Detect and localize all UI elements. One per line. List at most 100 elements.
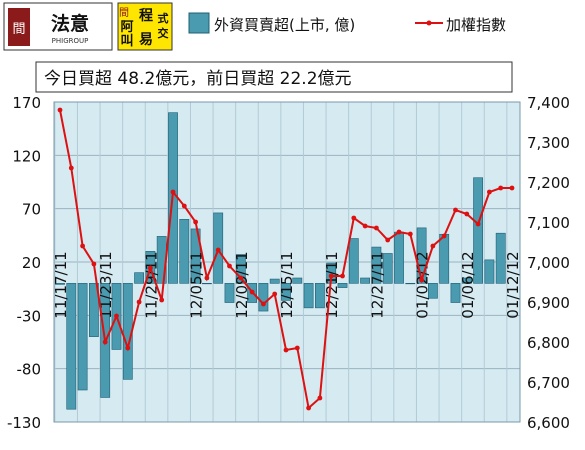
index-point bbox=[464, 211, 470, 217]
headline-box bbox=[35, 61, 513, 93]
bar bbox=[55, 283, 65, 285]
bar bbox=[281, 283, 291, 301]
index-point bbox=[340, 273, 345, 279]
logo-sub-text: PHIGROUP bbox=[52, 37, 89, 45]
y-left-tick-label: 120 bbox=[12, 147, 41, 165]
index-point bbox=[114, 313, 119, 319]
y-axis-left: 170 120 70 20 -30 -80 -130 bbox=[7, 94, 41, 432]
line-series bbox=[57, 107, 515, 411]
index-point bbox=[294, 345, 300, 351]
index-point bbox=[396, 229, 402, 235]
index-point bbox=[57, 107, 63, 113]
bar bbox=[473, 177, 483, 284]
index-point bbox=[498, 185, 504, 191]
bar bbox=[179, 219, 190, 284]
logo-char: 交 bbox=[158, 26, 169, 40]
legend-bar-swatch bbox=[188, 12, 210, 34]
index-point bbox=[419, 277, 424, 283]
index-point bbox=[261, 301, 266, 307]
bar bbox=[495, 232, 506, 284]
bar bbox=[235, 254, 246, 284]
bar bbox=[382, 253, 393, 284]
index-point bbox=[272, 291, 278, 297]
bar bbox=[450, 283, 461, 303]
y-right-tick-label: 7,100 bbox=[527, 214, 570, 232]
index-point bbox=[238, 275, 244, 281]
bar bbox=[269, 278, 280, 284]
bar bbox=[134, 272, 144, 284]
index-point bbox=[453, 207, 458, 213]
bar bbox=[190, 228, 201, 284]
index-point bbox=[181, 203, 187, 209]
legend-line-marker bbox=[426, 20, 432, 26]
index-point bbox=[317, 395, 323, 401]
x-tick-label: 12/27/11 bbox=[368, 251, 386, 318]
bar bbox=[461, 277, 472, 284]
y-right-tick-label: 6,600 bbox=[527, 414, 570, 432]
bar bbox=[405, 283, 416, 285]
bar bbox=[416, 227, 427, 284]
bar bbox=[292, 277, 303, 284]
bar bbox=[371, 246, 382, 284]
bar bbox=[224, 283, 235, 303]
y-left-tick-label: 70 bbox=[22, 201, 41, 219]
index-point bbox=[80, 243, 85, 249]
bar bbox=[202, 283, 212, 285]
legend-bar-label: 外資買賣超(上市, 億) bbox=[214, 16, 355, 34]
bar bbox=[360, 277, 370, 284]
index-point bbox=[170, 189, 176, 195]
program-trading-logo: 間 程 式 阿 叫 易 交 bbox=[117, 2, 173, 51]
index-point bbox=[204, 275, 210, 281]
bar bbox=[314, 283, 325, 309]
y-left-tick-label: -80 bbox=[17, 361, 42, 379]
x-tick-label: 12/15/11 bbox=[278, 251, 296, 318]
logo-char: 易 bbox=[139, 32, 153, 48]
index-point bbox=[227, 263, 232, 269]
index-point bbox=[148, 265, 153, 271]
y-axis-right: 7,400 7,300 7,200 7,100 7,000 6,900 6,800 6,700… bbox=[527, 94, 570, 432]
bar bbox=[258, 283, 269, 312]
x-tick-label: 12/21/11 bbox=[323, 251, 341, 318]
y-right-tick-label: 7,400 bbox=[527, 94, 570, 112]
y-right-tick-label: 7,000 bbox=[527, 254, 570, 272]
index-point bbox=[102, 339, 108, 345]
y-left-tick-label: -130 bbox=[7, 414, 41, 432]
index-point bbox=[509, 185, 515, 191]
index-point bbox=[374, 225, 379, 231]
index-point bbox=[283, 347, 289, 353]
logo-badge-left: 間 bbox=[12, 22, 25, 37]
logo-char: 程 bbox=[139, 8, 153, 24]
index-point bbox=[430, 243, 436, 249]
x-axis-labels: 11/17/11 11/23/11 11/29/11 12/05/11 12/09/11… bbox=[52, 251, 522, 318]
index-point bbox=[328, 273, 334, 279]
y-right-tick-label: 6,700 bbox=[527, 374, 570, 392]
index-point bbox=[136, 299, 142, 305]
index-point bbox=[159, 297, 165, 303]
index-point bbox=[362, 223, 368, 229]
index-point bbox=[385, 237, 391, 243]
bar bbox=[337, 283, 348, 288]
index-point bbox=[306, 405, 311, 411]
index-point bbox=[125, 345, 131, 351]
x-tick-label: 11/29/11 bbox=[142, 251, 160, 318]
x-tick-label: 01/06/12 bbox=[459, 251, 477, 318]
plot-border bbox=[53, 101, 521, 423]
bar bbox=[394, 231, 404, 284]
x-tick-label: 12/05/11 bbox=[188, 251, 206, 318]
y-right-tick-label: 7,300 bbox=[527, 134, 570, 152]
bar bbox=[66, 283, 77, 410]
index-point bbox=[215, 247, 221, 253]
index-point bbox=[249, 289, 255, 295]
headline: 今日買超 48.2億元，前日買超 22.2億元 bbox=[44, 69, 352, 89]
y-right-tick-label: 7,200 bbox=[527, 174, 570, 192]
legend-line-label: 加權指數 bbox=[446, 16, 506, 34]
y-right-tick-label: 6,800 bbox=[527, 334, 570, 352]
logo-emblem-icon bbox=[8, 8, 30, 46]
x-tick-label: 12/09/11 bbox=[233, 251, 251, 318]
logo-char: 叫 bbox=[120, 33, 133, 49]
index-point bbox=[68, 165, 74, 171]
x-tick-label: 11/23/11 bbox=[97, 251, 115, 318]
logo-char: 阿 bbox=[120, 20, 133, 35]
bar bbox=[348, 238, 359, 284]
